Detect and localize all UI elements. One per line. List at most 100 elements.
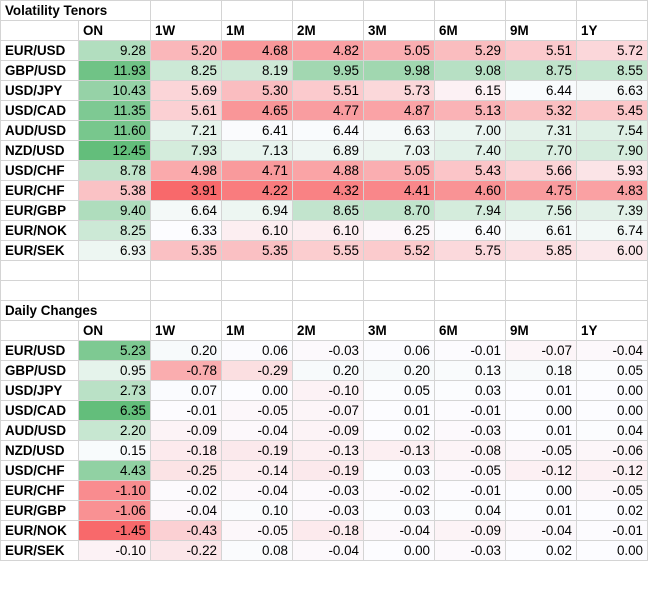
value-cell[interactable]: 7.70 bbox=[505, 140, 577, 161]
value-cell[interactable]: 11.93 bbox=[78, 60, 151, 81]
value-cell[interactable]: 6.25 bbox=[363, 220, 435, 241]
value-cell[interactable]: 6.44 bbox=[292, 120, 364, 141]
value-cell[interactable]: 12.45 bbox=[78, 140, 151, 161]
empty-cell[interactable] bbox=[78, 280, 151, 301]
empty-cell[interactable] bbox=[505, 260, 577, 281]
value-cell[interactable]: 0.01 bbox=[505, 420, 577, 441]
value-cell[interactable]: -0.07 bbox=[505, 340, 577, 361]
value-cell[interactable]: 4.65 bbox=[221, 100, 293, 121]
empty-cell[interactable] bbox=[505, 300, 577, 321]
empty-cell[interactable] bbox=[0, 280, 79, 301]
value-cell[interactable]: -0.08 bbox=[434, 440, 506, 461]
currency-pair-label[interactable]: USD/JPY bbox=[0, 380, 79, 401]
value-cell[interactable]: 0.01 bbox=[505, 500, 577, 521]
empty-cell[interactable] bbox=[292, 0, 364, 21]
value-cell[interactable]: 5.85 bbox=[505, 240, 577, 261]
currency-pair-label[interactable]: AUD/USD bbox=[0, 420, 79, 441]
value-cell[interactable]: -0.02 bbox=[150, 480, 222, 501]
value-cell[interactable]: 4.88 bbox=[292, 160, 364, 181]
currency-pair-label[interactable]: USD/CAD bbox=[0, 100, 79, 121]
value-cell[interactable]: 4.87 bbox=[363, 100, 435, 121]
value-cell[interactable]: 5.35 bbox=[150, 240, 222, 261]
empty-cell[interactable] bbox=[576, 260, 648, 281]
value-cell[interactable]: 6.44 bbox=[505, 80, 577, 101]
value-cell[interactable]: -0.14 bbox=[221, 460, 293, 481]
value-cell[interactable]: 0.00 bbox=[576, 540, 648, 561]
value-cell[interactable]: 0.04 bbox=[434, 500, 506, 521]
value-cell[interactable]: 6.63 bbox=[363, 120, 435, 141]
value-cell[interactable]: 4.75 bbox=[505, 180, 577, 201]
currency-pair-label[interactable]: NZD/USD bbox=[0, 440, 79, 461]
value-cell[interactable]: 0.01 bbox=[505, 380, 577, 401]
value-cell[interactable]: 4.83 bbox=[576, 180, 648, 201]
value-cell[interactable]: -0.22 bbox=[150, 540, 222, 561]
value-cell[interactable]: 0.01 bbox=[363, 400, 435, 421]
empty-cell[interactable] bbox=[363, 280, 435, 301]
value-cell[interactable]: 8.19 bbox=[221, 60, 293, 81]
value-cell[interactable]: 6.10 bbox=[221, 220, 293, 241]
value-cell[interactable]: 5.55 bbox=[292, 240, 364, 261]
value-cell[interactable]: 5.05 bbox=[363, 160, 435, 181]
value-cell[interactable]: -0.10 bbox=[292, 380, 364, 401]
value-cell[interactable]: -0.01 bbox=[434, 340, 506, 361]
value-cell[interactable]: -0.18 bbox=[292, 520, 364, 541]
value-cell[interactable]: -0.19 bbox=[221, 440, 293, 461]
value-cell[interactable]: 6.61 bbox=[505, 220, 577, 241]
value-cell[interactable]: -0.05 bbox=[505, 440, 577, 461]
value-cell[interactable]: -0.05 bbox=[221, 520, 293, 541]
empty-cell[interactable] bbox=[434, 300, 506, 321]
value-cell[interactable]: 0.02 bbox=[576, 500, 648, 521]
tenor-header-9m[interactable]: 9M bbox=[505, 20, 577, 41]
tenor-header-1w[interactable]: 1W bbox=[150, 20, 222, 41]
value-cell[interactable]: 0.10 bbox=[221, 500, 293, 521]
value-cell[interactable]: 8.65 bbox=[292, 200, 364, 221]
section-title[interactable]: Daily Changes bbox=[0, 300, 151, 321]
value-cell[interactable]: 0.00 bbox=[505, 400, 577, 421]
value-cell[interactable]: 0.03 bbox=[363, 500, 435, 521]
currency-pair-label[interactable]: EUR/USD bbox=[0, 40, 79, 61]
tenor-header-on[interactable]: ON bbox=[78, 20, 151, 41]
value-cell[interactable]: 7.40 bbox=[434, 140, 506, 161]
currency-pair-label[interactable]: USD/CHF bbox=[0, 460, 79, 481]
value-cell[interactable]: 0.07 bbox=[150, 380, 222, 401]
value-cell[interactable]: 11.60 bbox=[78, 120, 151, 141]
value-cell[interactable]: 8.78 bbox=[78, 160, 151, 181]
value-cell[interactable]: 0.00 bbox=[576, 380, 648, 401]
value-cell[interactable]: 6.94 bbox=[221, 200, 293, 221]
currency-pair-label[interactable]: EUR/SEK bbox=[0, 240, 79, 261]
currency-pair-label[interactable]: GBP/USD bbox=[0, 360, 79, 381]
currency-pair-label[interactable]: EUR/CHF bbox=[0, 180, 79, 201]
value-cell[interactable]: 9.95 bbox=[292, 60, 364, 81]
value-cell[interactable]: 5.69 bbox=[150, 80, 222, 101]
value-cell[interactable]: -1.10 bbox=[78, 480, 151, 501]
value-cell[interactable]: 0.03 bbox=[363, 460, 435, 481]
tenor-header-6m[interactable]: 6M bbox=[434, 320, 506, 341]
value-cell[interactable]: 6.10 bbox=[292, 220, 364, 241]
currency-pair-label[interactable]: EUR/NOK bbox=[0, 220, 79, 241]
value-cell[interactable]: 7.31 bbox=[505, 120, 577, 141]
value-cell[interactable]: 3.91 bbox=[150, 180, 222, 201]
value-cell[interactable]: 0.20 bbox=[150, 340, 222, 361]
corner-cell[interactable] bbox=[0, 20, 79, 41]
value-cell[interactable]: 4.68 bbox=[221, 40, 293, 61]
value-cell[interactable]: 9.98 bbox=[363, 60, 435, 81]
value-cell[interactable]: 4.71 bbox=[221, 160, 293, 181]
value-cell[interactable]: -1.45 bbox=[78, 520, 151, 541]
empty-cell[interactable] bbox=[221, 260, 293, 281]
value-cell[interactable]: 5.61 bbox=[150, 100, 222, 121]
value-cell[interactable]: -0.09 bbox=[292, 420, 364, 441]
value-cell[interactable]: 0.20 bbox=[292, 360, 364, 381]
empty-cell[interactable] bbox=[576, 0, 648, 21]
value-cell[interactable]: 5.45 bbox=[576, 100, 648, 121]
value-cell[interactable]: 7.90 bbox=[576, 140, 648, 161]
currency-pair-label[interactable]: EUR/NOK bbox=[0, 520, 79, 541]
value-cell[interactable]: -0.10 bbox=[78, 540, 151, 561]
value-cell[interactable]: -0.01 bbox=[434, 480, 506, 501]
value-cell[interactable]: 8.25 bbox=[78, 220, 151, 241]
tenor-header-1m[interactable]: 1M bbox=[221, 20, 293, 41]
tenor-header-3m[interactable]: 3M bbox=[363, 20, 435, 41]
value-cell[interactable]: -0.09 bbox=[150, 420, 222, 441]
empty-cell[interactable] bbox=[434, 280, 506, 301]
value-cell[interactable]: 4.60 bbox=[434, 180, 506, 201]
empty-cell[interactable] bbox=[363, 300, 435, 321]
